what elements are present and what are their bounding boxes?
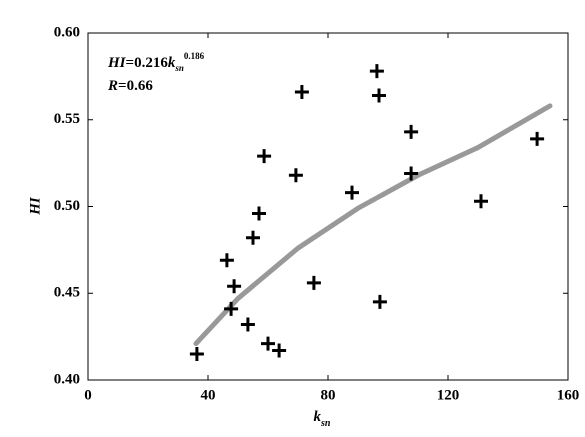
data-point bbox=[189, 346, 204, 361]
data-point bbox=[288, 168, 303, 183]
fit-curve bbox=[193, 103, 553, 347]
y-tick-label: 0.60 bbox=[54, 24, 80, 40]
data-point bbox=[530, 131, 545, 146]
data-point bbox=[240, 317, 255, 332]
data-point bbox=[272, 343, 287, 358]
data-point bbox=[404, 124, 419, 139]
data-point bbox=[219, 253, 234, 268]
data-point bbox=[294, 84, 309, 99]
data-point bbox=[261, 336, 275, 351]
y-tick-label: 0.40 bbox=[54, 371, 80, 387]
data-point bbox=[224, 301, 239, 316]
data-point bbox=[257, 149, 272, 164]
y-axis-label: HI bbox=[27, 196, 43, 216]
data-point bbox=[474, 194, 488, 209]
data-point bbox=[404, 166, 419, 181]
y-tick-label: 0.45 bbox=[54, 285, 80, 301]
x-axis-label: ksn bbox=[314, 409, 331, 429]
data-point bbox=[372, 88, 386, 103]
r-value: R=0.66 bbox=[107, 78, 153, 94]
x-tick-label: 40 bbox=[201, 387, 216, 403]
data-point bbox=[252, 206, 266, 221]
plot-frame bbox=[87, 32, 569, 381]
data-point bbox=[227, 279, 242, 294]
y-tick-label: 0.55 bbox=[54, 111, 80, 127]
data-point bbox=[372, 294, 387, 309]
data-point bbox=[345, 185, 359, 200]
data-point bbox=[369, 64, 384, 79]
x-tick-label: 120 bbox=[437, 387, 460, 403]
fit-equation: HI=0.216ksn0.186 bbox=[107, 51, 205, 73]
x-tick-label: 80 bbox=[321, 387, 336, 403]
data-point bbox=[306, 275, 321, 290]
data-point bbox=[246, 230, 260, 245]
x-tick-label: 160 bbox=[557, 387, 580, 403]
y-tick-label: 0.50 bbox=[54, 198, 80, 214]
x-tick-label: 0 bbox=[84, 387, 92, 403]
